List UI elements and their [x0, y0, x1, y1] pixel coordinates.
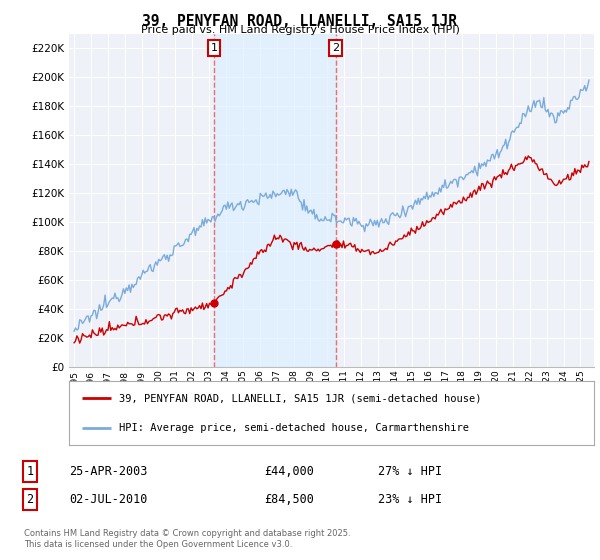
Text: 2: 2: [26, 493, 34, 506]
Text: HPI: Average price, semi-detached house, Carmarthenshire: HPI: Average price, semi-detached house,…: [119, 423, 469, 433]
Text: 39, PENYFAN ROAD, LLANELLI, SA15 1JR (semi-detached house): 39, PENYFAN ROAD, LLANELLI, SA15 1JR (se…: [119, 393, 481, 403]
Text: 02-JUL-2010: 02-JUL-2010: [69, 493, 148, 506]
Text: 39, PENYFAN ROAD, LLANELLI, SA15 1JR: 39, PENYFAN ROAD, LLANELLI, SA15 1JR: [143, 14, 458, 29]
Text: 23% ↓ HPI: 23% ↓ HPI: [378, 493, 442, 506]
Text: 2: 2: [332, 43, 339, 53]
Text: £44,000: £44,000: [264, 465, 314, 478]
Text: 27% ↓ HPI: 27% ↓ HPI: [378, 465, 442, 478]
Text: Contains HM Land Registry data © Crown copyright and database right 2025.
This d: Contains HM Land Registry data © Crown c…: [24, 529, 350, 549]
Text: £84,500: £84,500: [264, 493, 314, 506]
Text: 1: 1: [26, 465, 34, 478]
Text: Price paid vs. HM Land Registry's House Price Index (HPI): Price paid vs. HM Land Registry's House …: [140, 25, 460, 35]
Text: 25-APR-2003: 25-APR-2003: [69, 465, 148, 478]
Bar: [214, 34, 336, 367]
Text: 1: 1: [211, 43, 218, 53]
